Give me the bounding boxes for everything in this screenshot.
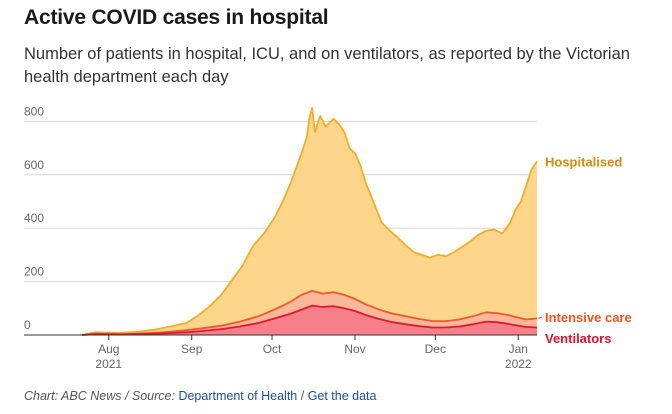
x-tick-sublabel-aug: 2021	[95, 357, 122, 371]
y-tick-label-0: 0	[24, 318, 31, 332]
x-tick-label-nov: Nov	[344, 342, 365, 356]
footer-separator: /	[297, 389, 308, 403]
chart-footer: Chart: ABC News / Source: Department of …	[24, 389, 377, 403]
x-tick-label-sep: Sep	[181, 342, 203, 356]
hospitalised-line	[81, 107, 538, 336]
ventilators-area	[82, 305, 537, 335]
series-areas	[81, 107, 538, 336]
chart-title: Active COVID cases in hospital	[24, 6, 329, 29]
hospitalised-area	[82, 108, 537, 335]
intensive-care-label: Intensive care	[545, 310, 632, 325]
hospitalised-label: Hospitalised	[545, 154, 622, 169]
y-tick-label-800: 800	[24, 104, 44, 118]
x-tick-label-dec: Dec	[425, 342, 446, 356]
x-tick-label-aug: Aug	[98, 342, 119, 356]
x-tick-sublabel-jan: 2022	[505, 357, 532, 371]
x-tick-label-oct: Oct	[263, 342, 282, 356]
series-labels: Hospitalised Intensive care Ventilators	[537, 154, 632, 346]
source-link[interactable]: Department of Health	[178, 389, 298, 403]
intensive-care-line	[81, 290, 538, 336]
chart-subtitle: Number of patients in hospital, ICU, and…	[24, 45, 630, 86]
get-data-link[interactable]: Get the data	[307, 389, 377, 403]
y-tick-label-600: 600	[24, 158, 44, 172]
ventilators-label: Ventilators	[545, 331, 611, 346]
intensive-care-leader-line	[537, 316, 543, 319]
ventilators-line	[81, 304, 538, 336]
x-tick-label-jan: Jan	[509, 342, 528, 356]
y-tick-label-400: 400	[24, 211, 44, 225]
source-prefix: Chart: ABC News / Source:	[24, 389, 179, 403]
y-tick-label-200: 200	[24, 265, 44, 279]
